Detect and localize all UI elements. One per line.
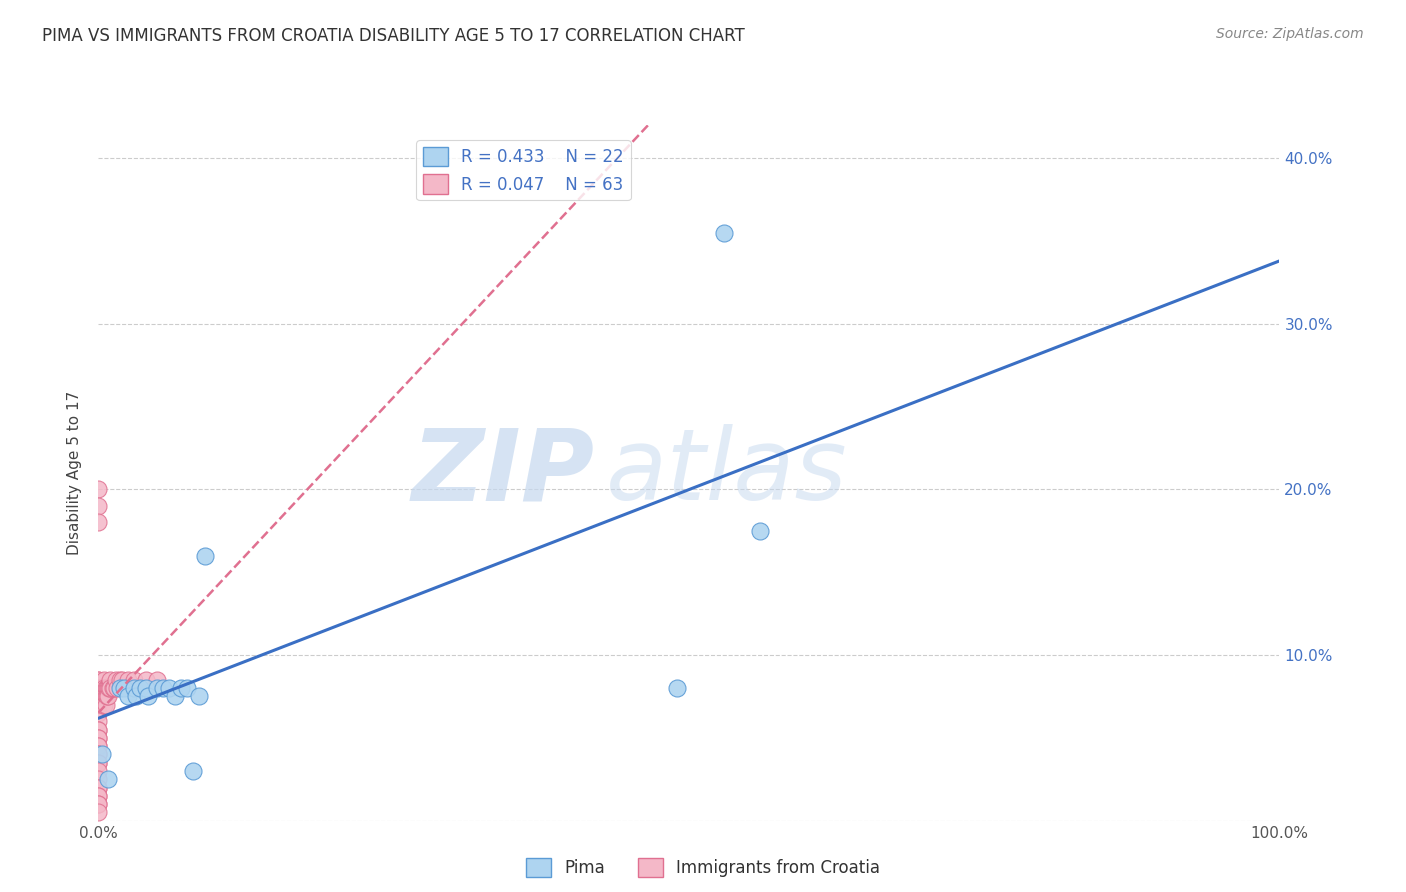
Point bbox=[91, 681, 114, 695]
Point bbox=[87, 706, 110, 720]
Point bbox=[91, 690, 114, 704]
Point bbox=[90, 690, 112, 704]
Point bbox=[87, 723, 110, 737]
Point bbox=[111, 673, 134, 687]
Point bbox=[117, 673, 139, 687]
Text: ZIP: ZIP bbox=[412, 425, 595, 521]
Point bbox=[87, 690, 110, 704]
Point bbox=[94, 681, 117, 695]
Point bbox=[87, 797, 110, 811]
Point bbox=[125, 690, 148, 704]
Point bbox=[87, 706, 110, 720]
Point bbox=[87, 756, 110, 770]
Point bbox=[96, 690, 118, 704]
Point bbox=[93, 690, 115, 704]
Point bbox=[87, 483, 110, 497]
Point bbox=[108, 681, 131, 695]
Text: Source: ZipAtlas.com: Source: ZipAtlas.com bbox=[1216, 27, 1364, 41]
Point bbox=[170, 681, 193, 695]
Point bbox=[87, 797, 110, 811]
Point bbox=[87, 805, 110, 820]
Point bbox=[87, 731, 110, 745]
Point bbox=[87, 681, 110, 695]
Point bbox=[146, 673, 169, 687]
Point bbox=[181, 764, 204, 778]
Point bbox=[87, 723, 110, 737]
Point bbox=[87, 690, 110, 704]
Point bbox=[176, 681, 198, 695]
Point bbox=[105, 673, 128, 687]
Point bbox=[103, 681, 125, 695]
Point bbox=[87, 673, 110, 687]
Legend: Pima, Immigrants from Croatia: Pima, Immigrants from Croatia bbox=[519, 851, 887, 884]
Point bbox=[135, 673, 157, 687]
Legend: R = 0.433    N = 22, R = 0.047    N = 63: R = 0.433 N = 22, R = 0.047 N = 63 bbox=[416, 140, 631, 201]
Point bbox=[94, 690, 117, 704]
Point bbox=[87, 673, 110, 687]
Point bbox=[98, 681, 121, 695]
Point bbox=[87, 739, 110, 753]
Point bbox=[93, 673, 115, 687]
Point bbox=[108, 673, 131, 687]
Point bbox=[96, 681, 118, 695]
Point bbox=[136, 690, 159, 704]
Point bbox=[91, 747, 114, 762]
Point bbox=[87, 714, 110, 729]
Point bbox=[128, 681, 150, 695]
Point bbox=[146, 681, 169, 695]
Point bbox=[91, 681, 114, 695]
Point bbox=[87, 756, 110, 770]
Point bbox=[87, 789, 110, 803]
Point bbox=[87, 780, 110, 795]
Point bbox=[101, 681, 124, 695]
Point bbox=[748, 524, 770, 538]
Point bbox=[713, 226, 735, 240]
Point bbox=[90, 681, 112, 695]
Point bbox=[112, 681, 135, 695]
Point bbox=[87, 690, 110, 704]
Point bbox=[87, 499, 110, 513]
Point bbox=[93, 698, 115, 712]
Point bbox=[87, 780, 110, 795]
Point bbox=[87, 747, 110, 762]
Y-axis label: Disability Age 5 to 17: Disability Age 5 to 17 bbox=[67, 391, 83, 555]
Point bbox=[105, 681, 128, 695]
Point bbox=[93, 681, 115, 695]
Point bbox=[165, 690, 187, 704]
Text: atlas: atlas bbox=[606, 425, 848, 521]
Point bbox=[94, 698, 117, 712]
Point bbox=[98, 681, 121, 695]
Point bbox=[666, 681, 689, 695]
Point bbox=[87, 789, 110, 803]
Point bbox=[152, 681, 174, 695]
Point bbox=[87, 731, 110, 745]
Point bbox=[87, 772, 110, 787]
Point bbox=[87, 681, 110, 695]
Point bbox=[117, 690, 139, 704]
Point bbox=[157, 681, 180, 695]
Point bbox=[91, 690, 114, 704]
Point bbox=[98, 673, 121, 687]
Point bbox=[87, 747, 110, 762]
Point bbox=[87, 698, 110, 712]
Text: PIMA VS IMMIGRANTS FROM CROATIA DISABILITY AGE 5 TO 17 CORRELATION CHART: PIMA VS IMMIGRANTS FROM CROATIA DISABILI… bbox=[42, 27, 745, 45]
Point bbox=[97, 690, 120, 704]
Point bbox=[87, 739, 110, 753]
Point bbox=[135, 681, 157, 695]
Point bbox=[194, 549, 217, 563]
Point bbox=[97, 681, 120, 695]
Point bbox=[87, 764, 110, 778]
Point bbox=[87, 516, 110, 530]
Point bbox=[187, 690, 209, 704]
Point bbox=[122, 681, 145, 695]
Point bbox=[122, 673, 145, 687]
Point bbox=[97, 772, 120, 787]
